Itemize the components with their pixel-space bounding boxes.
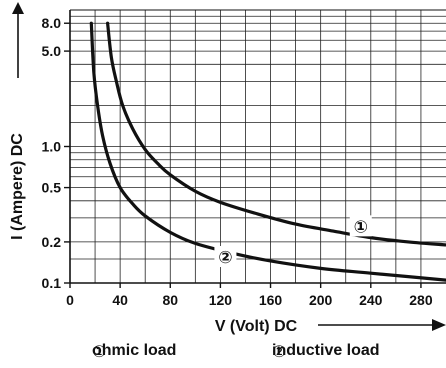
x-tick-label: 40 (112, 292, 128, 308)
curve-label-1: ① (354, 217, 368, 236)
y-tick-label: 0.5 (42, 180, 62, 196)
y-tick-label: 1.0 (42, 139, 62, 155)
y-tick-label: 8.0 (42, 15, 62, 31)
y-axis-title: I (Ampere) DC (9, 133, 26, 240)
x-tick-label: 200 (309, 292, 333, 308)
y-axis-arrowhead (12, 2, 24, 14)
legend-marker-1: ① (92, 344, 107, 361)
annotation-background (349, 215, 372, 237)
legend-label-1: ohmic load (92, 342, 177, 359)
x-tick-label: 240 (359, 292, 383, 308)
legend: ① ohmic load ② inductive load (0, 342, 446, 366)
x-tick-label: 80 (162, 292, 178, 308)
curve-label-2: ② (218, 248, 232, 267)
legend-label-2: inductive load (272, 342, 380, 359)
series-2-curve (89, 21, 446, 282)
chart: 8.0 5.0 1.0 0.5 0.2 0.10 40 80 120 160 200 240 280 ① ②… (9, 2, 446, 335)
x-tick-label: 280 (409, 292, 433, 308)
legend-marker-2: ② (272, 344, 287, 361)
x-axis-arrowhead (432, 319, 446, 331)
series-1-curve (106, 21, 446, 247)
y-tick-label: 0.1 (42, 275, 62, 291)
y-tick-label: 5.0 (42, 43, 62, 59)
x-tick-label: 160 (259, 292, 283, 308)
x-tick-label: 120 (209, 292, 233, 308)
y-tick-label: 0.2 (42, 234, 62, 250)
x-axis-title: V (Volt) DC (215, 318, 298, 335)
annotation-background (214, 246, 237, 268)
x-tick-label: 0 (66, 292, 74, 308)
